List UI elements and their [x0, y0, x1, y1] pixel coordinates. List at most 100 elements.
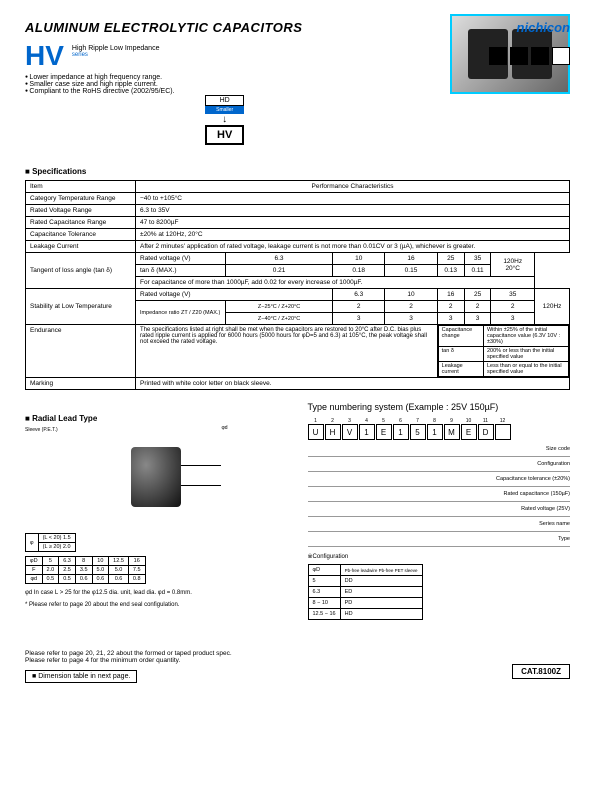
dim-h1: 5	[42, 557, 59, 566]
dim-p3: 0.6	[75, 575, 92, 584]
dim-note: φd In case L > 25 for the φ12.5 dia. uni…	[25, 590, 288, 596]
leak-label: Leakage Current	[26, 241, 136, 253]
dim-p2: 0.5	[59, 575, 76, 584]
dim-p4: 0.6	[92, 575, 109, 584]
dim-f0: F	[26, 566, 43, 575]
endure-text: The specifications listed at right shall…	[136, 325, 438, 378]
endure-label: Endurance	[26, 325, 136, 378]
phid-label: φd	[221, 425, 227, 431]
dim-h4: 10	[92, 557, 109, 566]
stab-col-0: 6.3	[333, 289, 385, 301]
tan-val-1: 0.18	[333, 265, 385, 277]
line-series: Series name	[308, 519, 571, 532]
tan-col-3: 25	[437, 253, 464, 265]
line-cap: Rated capacitance (150µF)	[308, 489, 571, 502]
stab-z40-0: 3	[333, 313, 385, 325]
tan-note: For capacitance of more than 1000µF, add…	[136, 277, 535, 289]
code-11	[495, 424, 511, 440]
stab-z25-0: 2	[333, 301, 385, 313]
line-volt: Rated voltage (25V)	[308, 504, 571, 517]
spec-table: Item Performance Characteristics Categor…	[25, 180, 570, 390]
line-config: Configuration	[308, 459, 571, 472]
line-type: Type	[308, 534, 571, 547]
stab-z25-1: 2	[385, 301, 437, 313]
endure-tan-v: 200% or less than the initial specified …	[483, 347, 568, 362]
code-10: D	[478, 424, 494, 440]
config-title: ※Configuration	[308, 553, 571, 560]
cap-range-label: Rated Capacitance Range	[26, 217, 136, 229]
code-8: M	[444, 424, 460, 440]
code-4: E	[376, 424, 392, 440]
phi-r1: (L < 20) 1.5	[38, 534, 75, 543]
stab-freq: 120Hz	[535, 289, 570, 325]
dim-f2: 2.5	[59, 566, 76, 575]
endure-cap: Capacitance change	[438, 326, 483, 347]
volt-range-value: 6.3 to 35V	[136, 205, 570, 217]
endure-tan: tan δ	[438, 347, 483, 362]
footer-notes: Please refer to page 20, 21, 22 about th…	[25, 650, 570, 664]
leak-value: After 2 minutes' application of rated vo…	[136, 241, 570, 253]
radial-heading: Radial Lead Type	[25, 414, 288, 423]
code-6: 5	[410, 424, 426, 440]
cfg-h1: φD	[308, 565, 340, 576]
dim-f4: 5.0	[92, 566, 109, 575]
phi-h: φ	[26, 534, 39, 552]
dim-p5: 0.6	[109, 575, 129, 584]
pitch-note: * Please refer to page 20 about the end …	[25, 602, 288, 608]
tan-val-3: 0.13	[437, 265, 464, 277]
dim-f3: 3.5	[75, 566, 92, 575]
specifications-heading: Specifications	[25, 167, 570, 176]
stab-z25-3: 2	[464, 301, 491, 313]
tan-val-4: 0.11	[464, 265, 491, 277]
series-sub: series	[72, 52, 160, 58]
tol-label: Capacitance Tolerance	[26, 229, 136, 241]
stab-col-2: 16	[437, 289, 464, 301]
dim-f6: 7.5	[128, 566, 145, 575]
type-num-title: Type numbering system (Example : 25V 150…	[308, 402, 571, 412]
endure-leak-v: Less than or equal to the initial specif…	[483, 362, 568, 377]
stab-z40-2: 3	[437, 313, 464, 325]
page-title: ALUMINUM ELECTROLYTIC CAPACITORS	[25, 20, 302, 35]
dim-h0: φD	[26, 557, 43, 566]
stab-z40-4: 3	[491, 313, 535, 325]
stab-z40-3: 3	[464, 313, 491, 325]
stab-z25-2: 2	[437, 301, 464, 313]
hv-box: HV	[205, 125, 244, 145]
footer-l2: Please refer to page 4 for the minimum o…	[25, 657, 570, 664]
tan-val-2: 0.15	[385, 265, 437, 277]
stab-z40-1: 3	[385, 313, 437, 325]
tan-col-2: 16	[385, 253, 437, 265]
stab-z40: Z−40°C / Z+20°C	[226, 313, 333, 325]
perf-header: Performance Characteristics	[136, 181, 570, 193]
code-5: 1	[393, 424, 409, 440]
stab-col-4: 35	[491, 289, 535, 301]
temp-range-label: Category Temperature Range	[26, 193, 136, 205]
cfg-r20: 8 − 10	[308, 598, 340, 609]
stab-rv: Rated voltage (V)	[136, 289, 333, 301]
long-life-icon	[531, 47, 549, 65]
lead-diagram: Sleeve (P.E.T.) φd	[25, 427, 288, 527]
phi-r2: (L ≥ 20) 2.0	[38, 543, 75, 552]
footer-l1: Please refer to page 20, 21, 22 about th…	[25, 650, 570, 657]
tan-val-0: 0.21	[226, 265, 333, 277]
low-impedance-icon	[510, 47, 528, 65]
stab-z25: Z−25°C / Z+20°C	[226, 301, 333, 313]
dim-h6: 16	[128, 557, 145, 566]
dim-p6: 0.8	[128, 575, 145, 584]
type-breakdown: Size code Configuration Capacitance tole…	[308, 444, 571, 547]
tan-freq: 120Hz 20°C	[491, 253, 535, 277]
tan-col-1: 10	[333, 253, 385, 265]
catalog-number: CAT.8100Z	[512, 664, 570, 679]
feature-icons	[489, 47, 570, 65]
dim-p1: 0.5	[42, 575, 59, 584]
series-desc: High Ripple Low Impedance	[72, 45, 160, 52]
anti-solvent-icon	[552, 47, 570, 65]
temp-range-value: −40 to +105°C	[136, 193, 570, 205]
dim-p0: φd	[26, 575, 43, 584]
tan-max: tan δ (MAX.)	[136, 265, 226, 277]
arrow-down-icon: ↓	[205, 114, 244, 125]
dim-h2: 6.3	[59, 557, 76, 566]
brand-logo: nichicon	[517, 20, 570, 35]
code-boxes: U H V 1 E 1 5 1 M E D	[308, 424, 571, 440]
cfg-r21: PD	[340, 598, 422, 609]
